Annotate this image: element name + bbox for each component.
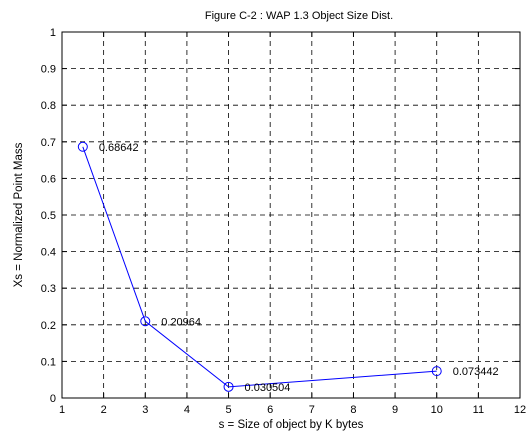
y-tick-label: 0.7 <box>41 137 56 149</box>
series-layer <box>77 141 442 392</box>
data-point-marker <box>77 141 88 152</box>
axis-ticks <box>61 31 521 399</box>
data-point-label: 0.030504 <box>245 382 291 394</box>
x-tick-label: 10 <box>431 404 443 416</box>
y-tick-label: 1 <box>50 27 56 39</box>
y-tick-label: 0.3 <box>41 283 56 295</box>
y-axis-label: Xs = Normalized Point Mass <box>13 142 25 287</box>
y-axis-tick-labels: 0 0.1 0.2 0.3 0.4 0.5 0.6 0.7 0.8 0.9 1 <box>41 27 56 405</box>
data-point-marker <box>140 316 151 327</box>
x-tick-label: 8 <box>350 404 356 416</box>
y-tick-label: 0.2 <box>41 320 56 332</box>
data-point-label: 0.073442 <box>453 366 499 378</box>
data-labels: 0.68642 0.20964 0.030504 0.073442 <box>99 142 499 394</box>
y-tick-label: 0.9 <box>41 64 56 76</box>
data-point-label: 0.20964 <box>161 316 201 328</box>
x-axis-tick-labels: 1 2 3 4 5 6 7 8 9 10 11 12 <box>59 404 526 416</box>
x-tick-label: 3 <box>142 404 148 416</box>
data-point-label: 0.68642 <box>99 142 139 154</box>
x-tick-label: 11 <box>473 404 484 416</box>
x-tick-label: 2 <box>101 404 107 416</box>
y-tick-label: 0.8 <box>41 100 56 112</box>
chart-title: Figure C-2 : WAP 1.3 Object Size Dist. <box>205 10 393 22</box>
y-tick-label: 0.4 <box>41 247 56 259</box>
y-tick-label: 0.5 <box>41 210 56 222</box>
data-point-marker <box>223 381 234 392</box>
data-point-marker <box>431 366 442 377</box>
y-tick-label: 0 <box>50 393 56 405</box>
x-tick-label: 12 <box>514 404 526 416</box>
x-tick-label: 5 <box>225 404 231 416</box>
x-axis-label: s = Size of object by K bytes <box>219 419 364 431</box>
x-tick-label: 1 <box>59 404 65 416</box>
x-tick-label: 6 <box>267 404 273 416</box>
y-tick-label: 0.1 <box>41 356 56 368</box>
x-tick-label: 7 <box>309 404 315 416</box>
x-tick-label: 9 <box>392 404 398 416</box>
x-tick-label: 4 <box>184 404 190 416</box>
grid-lines <box>62 32 520 398</box>
series-line <box>82 146 437 388</box>
y-tick-label: 0.6 <box>41 173 56 185</box>
